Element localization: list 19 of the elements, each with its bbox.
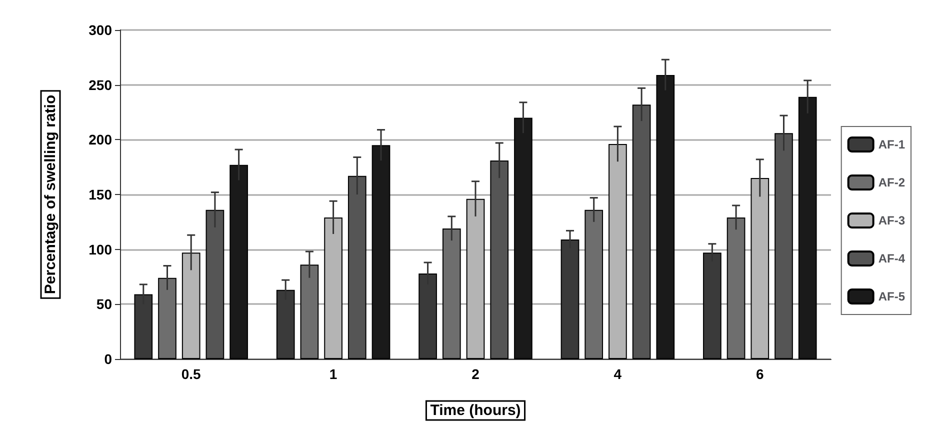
y-tick-label: 100 bbox=[88, 241, 112, 258]
x-tick-label: 1 bbox=[329, 366, 338, 382]
x-tick-label: 2 bbox=[472, 366, 480, 382]
x-tick-label: 0.5 bbox=[181, 366, 202, 382]
legend-label: AF-5 bbox=[878, 290, 906, 304]
y-tick-label: 300 bbox=[88, 22, 112, 38]
y-tick-label: 0 bbox=[104, 351, 112, 367]
y-tick-label: 150 bbox=[88, 186, 112, 202]
legend-label: AF-4 bbox=[878, 252, 906, 266]
x-tick-label: 4 bbox=[614, 366, 622, 382]
y-tick-label: 200 bbox=[88, 132, 112, 148]
legend-label: AF-1 bbox=[878, 138, 906, 152]
legend-label: AF-2 bbox=[878, 176, 906, 190]
x-tick-label: 6 bbox=[756, 366, 764, 382]
legend-label: AF-3 bbox=[878, 214, 906, 228]
x-axis-title: Time (hours) bbox=[430, 402, 521, 419]
y-tick-label: 50 bbox=[96, 296, 112, 312]
y-axis-title: Percentage of swelling ratio bbox=[42, 94, 59, 294]
y-tick-label: 250 bbox=[88, 76, 112, 93]
